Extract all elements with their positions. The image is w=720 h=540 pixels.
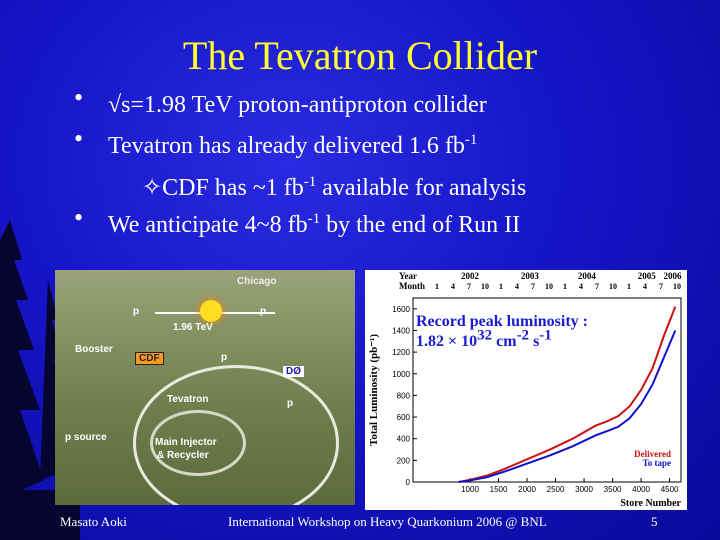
- y-tick-label: 1000: [392, 370, 410, 379]
- label-proton: p: [133, 306, 140, 317]
- month-label: 10: [609, 282, 617, 291]
- bullet-3: • We anticipate 4~8 fb-1 by the end of R…: [74, 203, 521, 238]
- label-chicago: Chicago: [237, 276, 277, 287]
- y-tick-label: 1200: [392, 348, 410, 357]
- legend-label: To tape: [643, 458, 671, 468]
- label-main-injector: Main Injector: [155, 437, 217, 448]
- label-pbar: p: [287, 398, 294, 409]
- record-luminosity-annotation: Record peak luminosity : 1.82 × 1032 cm-…: [416, 313, 588, 350]
- legend-label: Delivered: [634, 449, 671, 459]
- y-axis-label: Total Luminosity (pb⁻¹): [368, 334, 380, 446]
- bullet-2: • Tevatron has already delivered 1.6 fb-…: [74, 124, 478, 159]
- y-tick-label: 0: [406, 478, 411, 487]
- bullet-1: • √s=1.98 TeV proton-antiproton collider: [74, 83, 487, 118]
- label-d0: DØ: [283, 366, 304, 377]
- footer-event: International Workshop on Heavy Quarkoni…: [228, 514, 547, 529]
- tevatron-aerial-photo: Chicago p p 1.96 TeV Booster CDF p DØ Te…: [55, 270, 355, 505]
- label-recycler: & Recycler: [157, 450, 209, 461]
- x-tick-label: 3000: [575, 485, 593, 494]
- label-booster: Booster: [75, 344, 113, 355]
- luminosity-chart: 0 200 400 600 800 1000 1200 1400 1600 1000 1500 200…: [365, 270, 687, 510]
- month-axis-label: Month: [399, 281, 425, 291]
- month-label: 10: [673, 282, 681, 291]
- year-label: 2004: [578, 271, 597, 281]
- label-antiproton: p: [260, 306, 267, 317]
- bullet-dot-icon: •: [74, 124, 84, 153]
- bullet-dot-icon: •: [74, 203, 84, 232]
- x-tick-label: 3500: [604, 485, 622, 494]
- slide-title: The Tevatron Collider: [182, 33, 538, 78]
- month-label: 4: [579, 282, 583, 291]
- bullet-dot-icon: •: [74, 83, 84, 112]
- month-label: 1: [499, 282, 503, 291]
- month-label: 4: [643, 282, 647, 291]
- year-axis-label: Year: [399, 271, 417, 281]
- month-label: 7: [659, 282, 663, 291]
- luminosity-chart-svg: 0 200 400 600 800 1000 1200 1400 1600 1000 1500 200…: [368, 271, 682, 509]
- month-label: 10: [481, 282, 489, 291]
- x-tick-label: 4500: [661, 485, 679, 494]
- month-label: 1: [563, 282, 567, 291]
- y-tick-label: 200: [397, 456, 411, 465]
- footer-author: Masato Aoki: [60, 514, 127, 529]
- month-label: 7: [531, 282, 535, 291]
- month-label: 1: [627, 282, 631, 291]
- tevatron-ring: [133, 365, 339, 505]
- year-label: 2005: [638, 271, 657, 281]
- main-injector-ring: [150, 410, 246, 476]
- month-label: 1: [435, 282, 439, 291]
- plot-frame: [412, 297, 682, 483]
- year-label: 2002: [461, 271, 480, 281]
- sub-bullet-cdf: ✧CDF has ~1 fb-1 available for analysis: [142, 174, 527, 202]
- year-label: 2003: [521, 271, 540, 281]
- y-tick-label: 400: [397, 435, 411, 444]
- month-label: 10: [545, 282, 553, 291]
- footer-page-number: 5: [651, 514, 658, 529]
- label-p-mid: p: [221, 352, 228, 363]
- year-label: 2006: [663, 271, 682, 281]
- month-label: 4: [451, 282, 455, 291]
- collision-burst-icon: [200, 300, 222, 322]
- y-tick-label: 600: [397, 413, 411, 422]
- x-tick-label: 1500: [490, 485, 508, 494]
- month-label: 7: [595, 282, 599, 291]
- label-p-source: p source: [65, 432, 107, 443]
- series-line-delivered: [458, 306, 677, 483]
- month-label: 7: [467, 282, 471, 291]
- label-cdf: CDF: [135, 352, 164, 365]
- x-tick-label: 2000: [518, 485, 536, 494]
- month-label: 4: [515, 282, 519, 291]
- y-tick-label: 1400: [392, 326, 410, 335]
- y-tick-label: 800: [397, 391, 411, 400]
- label-energy: 1.96 TeV: [173, 322, 213, 333]
- x-axis-label: Store Number: [620, 498, 681, 509]
- x-tick-label: 1000: [461, 485, 479, 494]
- y-tick-label: 1600: [392, 305, 410, 314]
- label-tevatron: Tevatron: [167, 394, 209, 405]
- x-tick-label: 2500: [547, 485, 565, 494]
- series-line-to-tape: [458, 330, 677, 483]
- x-tick-label: 4000: [632, 485, 650, 494]
